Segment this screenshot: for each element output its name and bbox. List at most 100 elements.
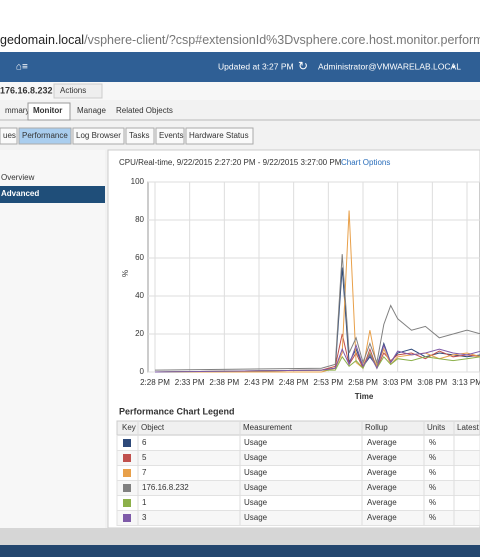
table-row — [116, 495, 480, 511]
rollup: Average — [367, 468, 397, 477]
x-tick-label: 2:33 PM — [175, 378, 205, 387]
column-header: Units — [427, 423, 445, 432]
y-tick-label: 0 — [140, 367, 145, 376]
subtab-label[interactable]: Performance — [22, 131, 68, 140]
x-tick-label: 2:43 PM — [244, 378, 274, 387]
y-tick-label: 100 — [131, 177, 145, 186]
subtab[interactable] — [185, 127, 254, 145]
tab-active[interactable] — [27, 102, 71, 121]
series-line — [154, 351, 480, 373]
table-header — [116, 420, 480, 436]
subtab[interactable] — [0, 127, 18, 145]
x-tick-label: 2:38 PM — [209, 378, 239, 387]
subtab[interactable] — [155, 127, 185, 145]
object: 1 — [142, 498, 147, 507]
measurement: Usage — [244, 483, 268, 492]
measurement: Usage — [244, 438, 268, 447]
chart-options[interactable]: Chart Options — [341, 158, 390, 167]
host-bar — [0, 82, 480, 100]
url-path: /vsphere-client/?csp#extensionId%3Dvsphe… — [84, 33, 480, 47]
actions-button[interactable] — [53, 83, 103, 99]
object: 5 — [142, 453, 147, 462]
url: gedomain.local/vsphere-client/?csp#exten… — [0, 33, 480, 47]
column-header: Measurement — [243, 423, 293, 432]
y-tick-label: 40 — [135, 291, 144, 300]
rollup: Average — [367, 498, 397, 507]
legend-key — [123, 454, 131, 462]
tab[interactable]: Related Objects — [116, 106, 173, 115]
object: 3 — [142, 513, 147, 522]
units: % — [429, 483, 436, 492]
y-tick-label: 20 — [135, 329, 144, 338]
rollup: Average — [367, 438, 397, 447]
y-axis-label: % — [121, 270, 130, 277]
url-host: gedomain.local — [0, 33, 84, 47]
caret: ▾ — [452, 64, 456, 71]
legend-title: Performance Chart Legend — [119, 406, 235, 416]
table-row — [116, 450, 480, 466]
series-line — [154, 254, 480, 371]
legend-key — [123, 514, 131, 522]
measurement: Usage — [244, 513, 268, 522]
subtab[interactable] — [18, 127, 72, 145]
subtab-label[interactable]: ues — [3, 131, 16, 140]
rollup: Average — [367, 483, 397, 492]
sidebar-selected — [0, 186, 105, 203]
measurement: Usage — [244, 498, 268, 507]
x-tick-label: 3:13 PM — [452, 378, 480, 387]
series-line — [154, 343, 480, 373]
measurement: Usage — [244, 453, 268, 462]
home-icon[interactable]: ⌂≡ — [16, 62, 28, 73]
y-tick-label: 60 — [135, 253, 144, 262]
refresh-icon[interactable]: ↻ — [298, 59, 308, 73]
subtab[interactable] — [125, 127, 155, 145]
tab[interactable]: mmary — [5, 106, 29, 115]
tab[interactable]: Monitor — [33, 106, 62, 115]
series-line — [154, 267, 480, 373]
subtab-label[interactable]: Hardware Status — [189, 131, 249, 140]
legend-key — [123, 499, 131, 507]
x-tick-label: 3:03 PM — [383, 378, 413, 387]
subtab-label[interactable]: Tasks — [129, 131, 149, 140]
column-header: Key — [122, 423, 136, 432]
subtab-label[interactable]: Events — [159, 131, 183, 140]
column-header: Object — [141, 423, 165, 432]
sidebar-item[interactable]: Advanced — [1, 189, 39, 198]
table-row — [116, 465, 480, 481]
object: 176.16.8.232 — [142, 483, 189, 492]
x-tick-label: 2:28 PM — [140, 378, 170, 387]
rollup: Average — [367, 513, 397, 522]
x-axis-label: Time — [355, 392, 374, 401]
actions[interactable]: Actions — [60, 86, 86, 95]
subtab-label[interactable]: Log Browser — [76, 131, 121, 140]
bottom-bar — [0, 545, 480, 557]
legend-key — [123, 469, 131, 477]
units: % — [429, 468, 436, 477]
object: 6 — [142, 438, 147, 447]
chart-title: CPU/Real-time, 9/22/2015 2:27:20 PM - 9/… — [119, 158, 342, 167]
units: % — [429, 513, 436, 522]
legend-key — [123, 439, 131, 447]
x-tick-label: 2:53 PM — [313, 378, 343, 387]
table-row — [116, 435, 480, 451]
x-tick-label: 3:08 PM — [417, 378, 447, 387]
tab[interactable]: Manage — [77, 106, 106, 115]
object: 7 — [142, 468, 147, 477]
sidebar-item[interactable]: Overview — [1, 173, 35, 182]
x-tick-label: 2:58 PM — [348, 378, 378, 387]
measurement: Usage — [244, 468, 268, 477]
x-tick-label: 2:48 PM — [279, 378, 309, 387]
sidebar — [0, 150, 105, 528]
updated: Updated at 3:27 PM — [218, 61, 294, 71]
user-menu[interactable]: Administrator@VMWARELAB.LOCAL — [318, 61, 461, 71]
table-row — [116, 510, 480, 526]
host-name: 176.16.8.232 — [0, 85, 53, 95]
units: % — [429, 498, 436, 507]
column-header: Latest — [457, 423, 480, 432]
nav-bar — [0, 52, 480, 82]
subtab[interactable] — [72, 127, 125, 145]
column-header: Rollup — [365, 423, 388, 432]
series-line — [154, 333, 480, 373]
